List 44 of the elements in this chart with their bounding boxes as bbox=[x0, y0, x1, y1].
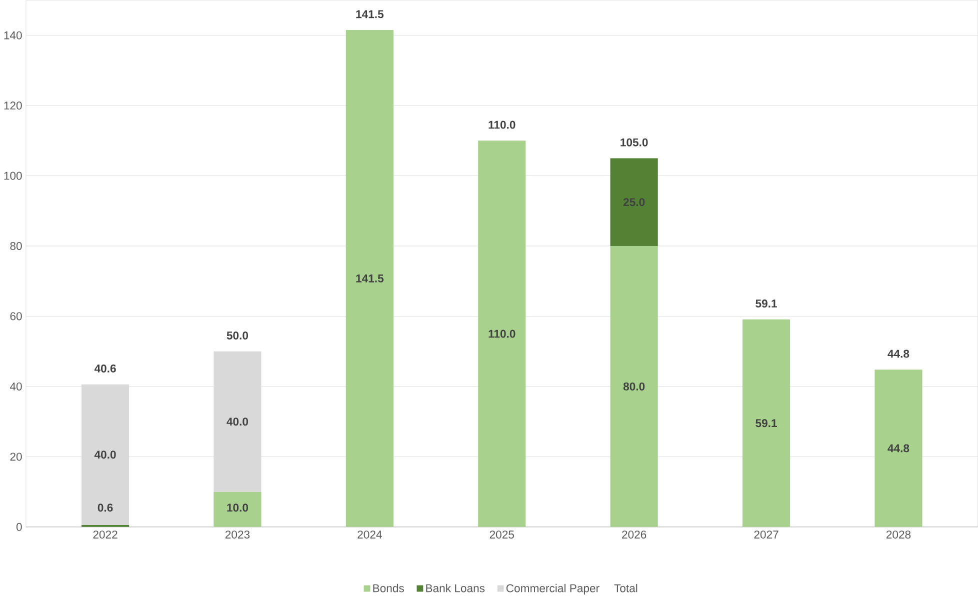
data-label: 110.0 bbox=[488, 330, 516, 338]
y-tick-label: 100 bbox=[4, 172, 22, 180]
y-tick-label: 80 bbox=[10, 242, 22, 250]
y-tick-label: 20 bbox=[10, 452, 22, 461]
total-label: 40.6 bbox=[94, 364, 116, 373]
data-label: 40.0 bbox=[94, 450, 116, 459]
y-tick-label: 40 bbox=[10, 382, 22, 391]
bar bbox=[478, 140, 526, 528]
data-label: 40.0 bbox=[226, 418, 248, 426]
total-label: 59.1 bbox=[756, 300, 777, 308]
x-tick-label: 2027 bbox=[754, 530, 778, 539]
bar bbox=[81, 524, 130, 528]
text: Total bbox=[614, 584, 638, 592]
bar bbox=[214, 492, 262, 528]
legend-label: Commercial Paper bbox=[506, 584, 600, 595]
bar bbox=[874, 370, 922, 528]
data-label: 10.0 bbox=[227, 504, 248, 512]
bar bbox=[610, 158, 658, 246]
x-tick-label: 2023 bbox=[225, 530, 250, 539]
y-tick-label: 120 bbox=[4, 102, 22, 110]
bar bbox=[742, 320, 790, 528]
data-label: 59.1 bbox=[756, 419, 777, 428]
legend-label: Bonds bbox=[373, 584, 404, 592]
data-label: 0.6 bbox=[98, 504, 113, 512]
data-label: 44.8 bbox=[888, 444, 910, 452]
data-label: 25.0 bbox=[623, 198, 645, 206]
data-label: 141.5 bbox=[356, 274, 384, 283]
x-tick-label: 2026 bbox=[622, 530, 646, 539]
y-tick-label: 0 bbox=[16, 523, 22, 532]
bar bbox=[346, 30, 394, 528]
data-label: 80.0 bbox=[623, 382, 645, 391]
total-label: 141.5 bbox=[356, 10, 384, 18]
y-tick-label: 60 bbox=[10, 312, 22, 320]
x-tick-label: 2022 bbox=[93, 530, 118, 539]
total-label: 110.0 bbox=[488, 120, 516, 129]
x-tick-label: 2028 bbox=[886, 530, 911, 539]
x-tick-label: 2024 bbox=[358, 530, 382, 539]
x-tick-label: 2025 bbox=[490, 530, 514, 539]
total-label: 105.0 bbox=[620, 138, 648, 146]
y-tick-label: 140 bbox=[4, 31, 22, 40]
bar bbox=[610, 246, 658, 528]
total-label: 44.8 bbox=[888, 350, 910, 358]
legend-label: Bank Loans bbox=[426, 584, 485, 592]
total-label: 50.0 bbox=[226, 332, 248, 340]
